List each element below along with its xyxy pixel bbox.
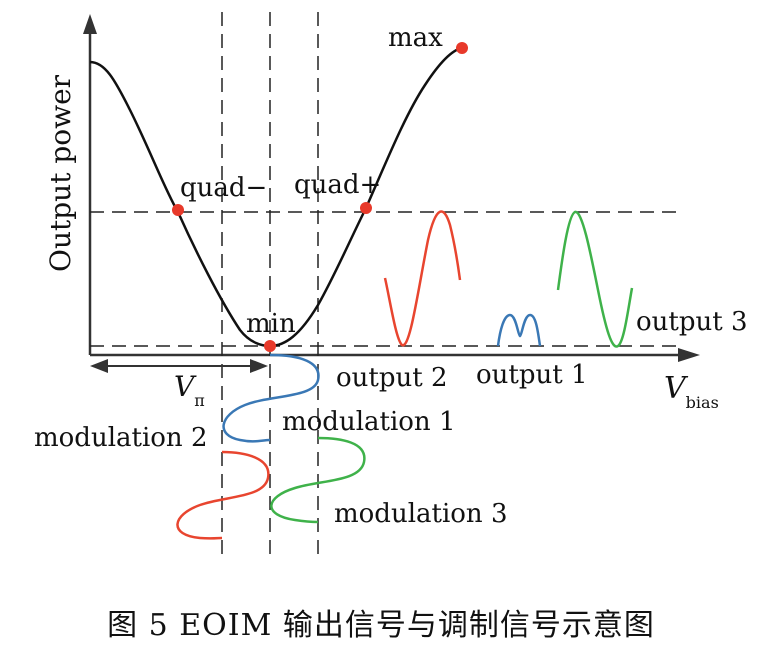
- quad-plus-label: quad+: [294, 170, 381, 200]
- output-2-wave: [385, 211, 460, 345]
- figure-caption: 图 5 EOIM 输出信号与调制信号示意图: [0, 600, 762, 640]
- x-axis-arrowhead: [678, 348, 700, 362]
- modulation-2-label: modulation 2: [34, 423, 207, 453]
- quad-plus-point: [360, 202, 372, 214]
- y-axis-arrowhead: [83, 14, 97, 34]
- x-axis-label: Vbias: [664, 371, 719, 412]
- modulation-3-label: modulation 3: [334, 499, 507, 529]
- output-2-label: output 2: [336, 363, 448, 393]
- vpi-arrowhead-left: [90, 359, 108, 373]
- vpi-sub: π: [194, 391, 205, 410]
- transfer-curve: [90, 48, 462, 346]
- vpi-label: Vπ: [174, 370, 205, 410]
- quad-minus-point: [172, 204, 184, 216]
- vpi-arrowhead-right: [250, 359, 268, 373]
- min-label: min: [246, 309, 296, 339]
- modulation-1-label: modulation 1: [282, 407, 455, 437]
- x-axis-sub: bias: [686, 393, 719, 412]
- max-point: [456, 42, 468, 54]
- min-point: [264, 340, 276, 352]
- max-label: max: [388, 23, 443, 53]
- output-1-label: output 1: [476, 360, 588, 390]
- eoim-diagram: Output power max quad− quad+ min Vπ Vbia…: [0, 0, 762, 590]
- output-3-label: output 3: [636, 307, 748, 337]
- y-axis-label: Output power: [44, 74, 77, 272]
- output-3-wave: [558, 212, 632, 347]
- quad-minus-label: quad−: [180, 173, 267, 203]
- modulation-2-wave: [177, 452, 268, 538]
- output-1-wave: [498, 315, 540, 346]
